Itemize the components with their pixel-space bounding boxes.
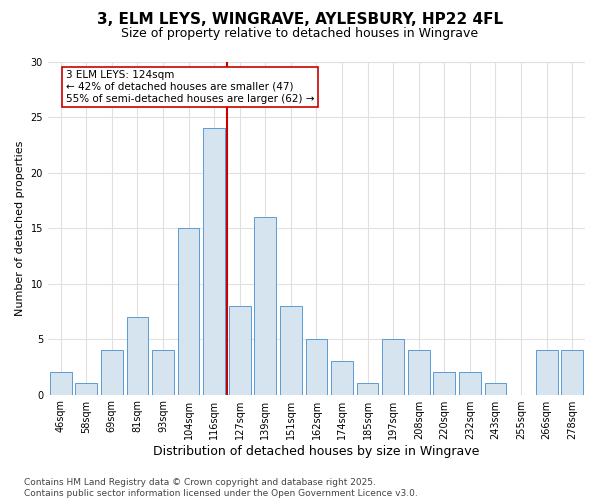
Text: 3 ELM LEYS: 124sqm
← 42% of detached houses are smaller (47)
55% of semi-detache: 3 ELM LEYS: 124sqm ← 42% of detached hou… [66, 70, 314, 104]
Bar [485, 384, 506, 394]
Bar [178, 228, 199, 394]
X-axis label: Distribution of detached houses by size in Wingrave: Distribution of detached houses by size … [153, 444, 479, 458]
Bar [152, 350, 174, 395]
Bar [280, 306, 302, 394]
Y-axis label: Number of detached properties: Number of detached properties [15, 140, 25, 316]
Bar [127, 317, 148, 394]
Bar [357, 384, 379, 394]
Bar [562, 350, 583, 395]
Bar [408, 350, 430, 395]
Bar [101, 350, 123, 395]
Bar [382, 339, 404, 394]
Bar [459, 372, 481, 394]
Bar [254, 217, 276, 394]
Text: Contains HM Land Registry data © Crown copyright and database right 2025.
Contai: Contains HM Land Registry data © Crown c… [24, 478, 418, 498]
Bar [229, 306, 251, 394]
Bar [331, 362, 353, 394]
Bar [305, 339, 328, 394]
Bar [433, 372, 455, 394]
Bar [50, 372, 71, 394]
Bar [536, 350, 557, 395]
Bar [203, 128, 225, 394]
Text: Size of property relative to detached houses in Wingrave: Size of property relative to detached ho… [121, 28, 479, 40]
Bar [76, 384, 97, 394]
Text: 3, ELM LEYS, WINGRAVE, AYLESBURY, HP22 4FL: 3, ELM LEYS, WINGRAVE, AYLESBURY, HP22 4… [97, 12, 503, 28]
